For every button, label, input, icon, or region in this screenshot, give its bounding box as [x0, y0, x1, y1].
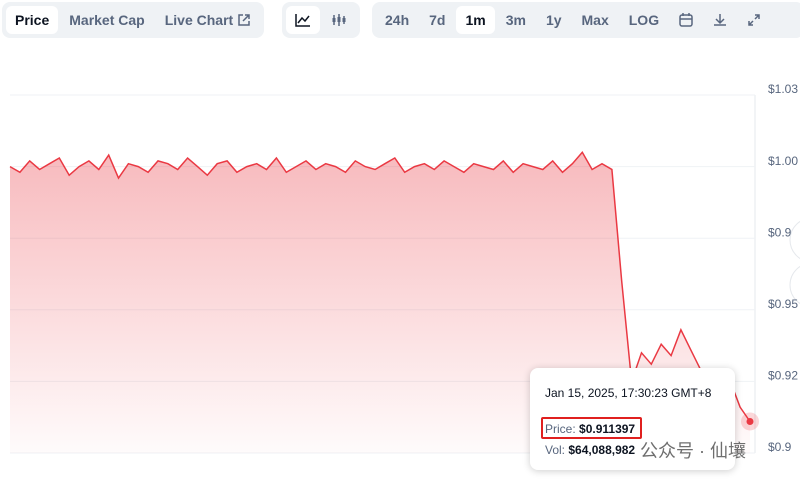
- y-tick-label: $1.03: [768, 82, 798, 96]
- range[interactable]: LOG: [628, 12, 660, 28]
- label: Price:: [545, 422, 576, 436]
- tab[interactable]: Price: [6, 6, 59, 34]
- value: $0.911397: [579, 422, 636, 436]
- download[interactable]: [704, 6, 736, 34]
- calendar[interactable]: [670, 6, 702, 34]
- y-tick-label: $0.9: [768, 225, 792, 239]
- expand[interactable]: [738, 6, 770, 34]
- value: $64,088,982: [568, 443, 636, 457]
- icon: [332, 14, 346, 26]
- tooltip-price: Price: $0.911397: [545, 422, 635, 436]
- highlight: [541, 417, 642, 439]
- candle-icon[interactable]: [322, 6, 356, 34]
- y-tick-label: $0.9: [768, 440, 792, 454]
- range[interactable]: Max: [581, 12, 609, 28]
- end-dot-halo: [741, 412, 759, 431]
- tab[interactable]: Market Cap: [69, 12, 145, 28]
- chart-type: [282, 2, 360, 38]
- range-tabs: 24h 7d 1m 3m 1y Max LOG: [372, 2, 800, 38]
- tooltip: Jan 15, 2025, 17:30:23 GMT+8 Price: $0.9…: [530, 368, 735, 470]
- y-tick-label: $0.92: [768, 369, 798, 383]
- y-tick-label: $0.95: [768, 297, 798, 311]
- tooltip-vol: Vol: $64,088,982: [545, 443, 635, 457]
- label: Vol:: [545, 443, 566, 457]
- watermark: 公众号 · 仙壤: [640, 441, 746, 461]
- range[interactable]: 1y: [545, 12, 562, 28]
- line-icon[interactable]: [286, 6, 320, 34]
- side-button[interactable]: [789, 263, 800, 307]
- tab[interactable]: Live Chart: [156, 6, 260, 34]
- y-tick-label: $1.00: [768, 154, 798, 168]
- range[interactable]: 7d: [429, 12, 446, 28]
- end-dot: [746, 417, 754, 425]
- icon: [295, 14, 310, 27]
- external-icon: [238, 14, 250, 26]
- view-tabs: Price Market Cap Live Chart: [2, 2, 265, 38]
- icon: [679, 13, 693, 27]
- range[interactable]: 1m: [456, 6, 495, 34]
- icon: [748, 14, 760, 26]
- icon: [714, 14, 727, 26]
- side-button[interactable]: [789, 218, 800, 262]
- range[interactable]: 3m: [505, 12, 526, 28]
- range[interactable]: 24h: [385, 12, 410, 28]
- tooltip-date: Jan 15, 2025, 17:30:23 GMT+8: [545, 386, 712, 400]
- tab-label: Live Chart: [164, 12, 234, 28]
